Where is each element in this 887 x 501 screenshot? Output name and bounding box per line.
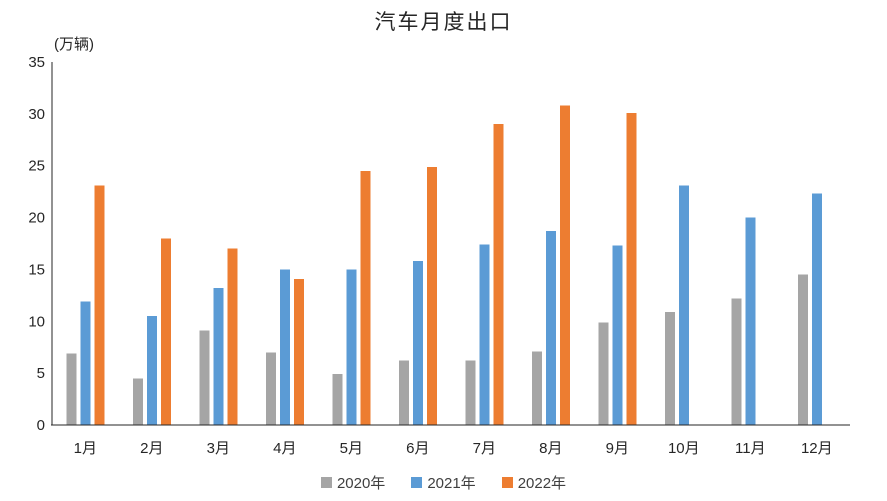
bar-2020年-7月: [465, 360, 476, 425]
legend-swatch-2021-icon: [411, 476, 423, 488]
bar-2022年-6月: [426, 166, 437, 425]
bar-2022年-8月: [559, 105, 570, 425]
y-tick-label-20: 20: [28, 210, 45, 227]
y-tick-label-25: 25: [28, 158, 45, 175]
y-tick-label-0: 0: [37, 417, 45, 434]
bar-2021年-2月: [146, 316, 157, 425]
bar-2020年-1月: [66, 353, 77, 425]
y-axis-unit-label: (万辆): [54, 36, 94, 53]
x-tick-label-7月: 7月: [473, 440, 496, 457]
bar-2021年-10月: [678, 185, 689, 425]
y-tick-label-30: 30: [28, 106, 45, 123]
legend: 2020年 2021年 2022年: [0, 471, 887, 493]
bar-2020年-9月: [598, 322, 609, 425]
bar-2021年-12月: [811, 193, 822, 425]
bar-2021年-11月: [745, 217, 756, 425]
bar-2020年-11月: [731, 298, 742, 425]
legend-label-2022: 2022年: [517, 474, 567, 492]
legend-item-2021[interactable]: 2021年: [411, 472, 476, 493]
bar-2022年-4月: [293, 278, 304, 425]
x-tick-label-9月: 9月: [606, 440, 629, 457]
bar-2020年-5月: [332, 374, 343, 425]
bar-2020年-6月: [398, 360, 409, 425]
bar-2021年-4月: [279, 269, 290, 425]
bar-2022年-7月: [493, 124, 504, 425]
bar-2021年-1月: [80, 301, 91, 425]
bar-2020年-8月: [531, 351, 542, 425]
x-tick-label-1月: 1月: [74, 440, 97, 457]
bar-2021年-6月: [412, 261, 423, 425]
y-tick-label-35: 35: [28, 54, 45, 71]
legend-swatch-2022-icon: [501, 476, 513, 488]
x-tick-label-6月: 6月: [406, 440, 429, 457]
chart-title: 汽车月度出口: [374, 11, 513, 34]
bar-2022年-5月: [360, 170, 371, 425]
legend-label-2020: 2020年: [336, 474, 386, 492]
bar-2020年-3月: [199, 330, 210, 425]
x-tick-label-12月: 12月: [801, 440, 833, 457]
x-tick-label-3月: 3月: [207, 440, 230, 457]
x-tick-label-5月: 5月: [340, 440, 363, 457]
bar-2021年-5月: [346, 269, 357, 425]
x-tick-label-11月: 11月: [735, 440, 766, 457]
bar-2021年-9月: [612, 245, 623, 425]
bar-2020年-2月: [132, 378, 143, 425]
bar-2021年-8月: [545, 231, 556, 425]
bar-2022年-2月: [160, 238, 171, 425]
bar-2022年-1月: [94, 185, 105, 425]
bar-2022年-3月: [227, 248, 238, 425]
x-tick-label-10月: 10月: [668, 440, 700, 457]
bar-2020年-12月: [797, 274, 808, 425]
bar-2020年-10月: [664, 311, 675, 425]
legend-item-2022[interactable]: 2022年: [501, 472, 567, 493]
legend-item-2020[interactable]: 2020年: [320, 472, 386, 493]
x-tick-label-2月: 2月: [140, 440, 163, 457]
x-tick-label-4月: 4月: [273, 440, 296, 457]
legend-label-2021: 2021年: [427, 474, 476, 492]
bar-2021年-3月: [213, 288, 224, 425]
bar-2020年-4月: [265, 352, 276, 425]
y-tick-label-10: 10: [28, 313, 45, 330]
legend-swatch-2020-icon: [320, 476, 332, 488]
y-tick-label-5: 5: [37, 365, 45, 382]
x-tick-label-8月: 8月: [539, 440, 562, 457]
bar-2022年-9月: [626, 112, 637, 425]
y-tick-label-15: 15: [28, 261, 45, 278]
bar-2021年-7月: [479, 244, 490, 425]
